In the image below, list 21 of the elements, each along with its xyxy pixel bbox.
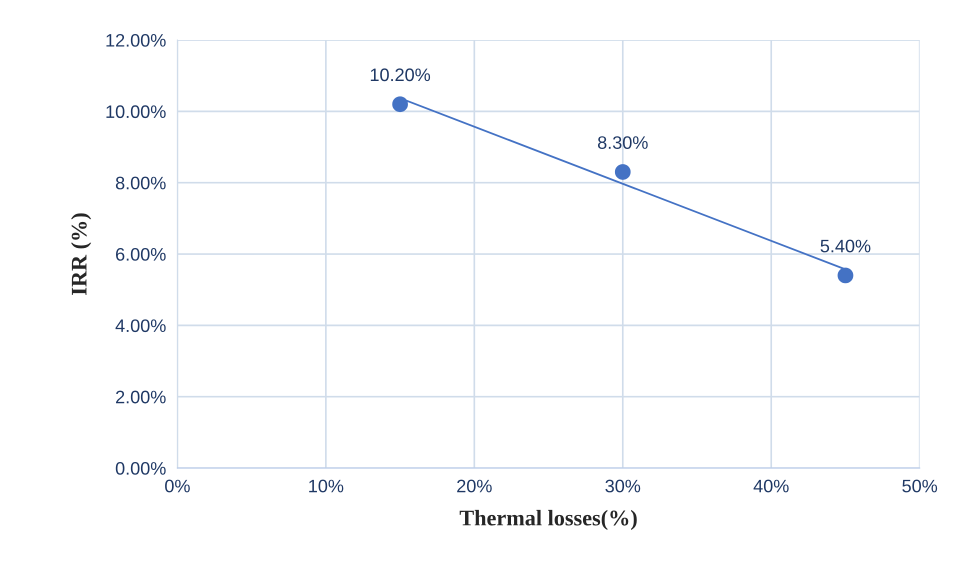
x-tick-label: 0% <box>165 480 190 492</box>
y-tick-label: 10.00% <box>106 105 166 118</box>
x-tick-label: 50% <box>902 480 938 492</box>
point <box>838 268 854 284</box>
x-axis-title: Thermal losses(%) <box>460 510 637 530</box>
y-tick-label: 8.00% <box>116 176 166 190</box>
point <box>614 164 631 180</box>
x-tick-label: 30% <box>605 480 640 492</box>
point <box>392 96 408 112</box>
data-label: 8.30% <box>598 136 648 149</box>
x-tick-label: 10% <box>309 480 344 492</box>
data-label: 10.20% <box>370 68 430 82</box>
data-label: 5.40% <box>820 240 870 252</box>
y-axis-title: IRR (%) <box>71 213 92 295</box>
x-tick-label: 20% <box>457 480 492 492</box>
y-tick-label: 4.00% <box>116 319 166 332</box>
y-tick-label: 2.00% <box>116 390 166 404</box>
x-tick-label: 40% <box>754 480 789 492</box>
y-tick-label: 0.00% <box>116 462 166 475</box>
y-tick-label: 6.00% <box>116 248 166 261</box>
y-tick-label: 12.00% <box>106 34 166 47</box>
